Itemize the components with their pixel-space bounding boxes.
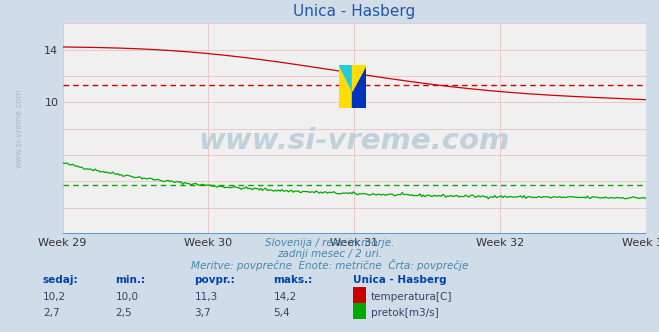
Text: www.si-vreme.com: www.si-vreme.com — [198, 127, 510, 155]
Text: Slovenija / reke in morje.: Slovenija / reke in morje. — [265, 238, 394, 248]
Text: pretok[m3/s]: pretok[m3/s] — [371, 308, 439, 318]
Text: 3,7: 3,7 — [194, 308, 211, 318]
Text: min.:: min.: — [115, 275, 146, 285]
Text: povpr.:: povpr.: — [194, 275, 235, 285]
Text: sedaj:: sedaj: — [43, 275, 78, 285]
Text: temperatura[C]: temperatura[C] — [371, 292, 453, 302]
Text: 10,2: 10,2 — [43, 292, 66, 302]
Text: 11,3: 11,3 — [194, 292, 217, 302]
Text: 2,7: 2,7 — [43, 308, 59, 318]
Bar — [353, 65, 366, 108]
Text: maks.:: maks.: — [273, 275, 313, 285]
Polygon shape — [339, 65, 353, 91]
Polygon shape — [353, 65, 366, 91]
Bar — [339, 65, 353, 108]
Text: www.si-vreme.com: www.si-vreme.com — [14, 89, 23, 168]
Text: Meritve: povprečne  Enote: metrične  Črta: povprečje: Meritve: povprečne Enote: metrične Črta:… — [191, 259, 468, 271]
Text: zadnji mesec / 2 uri.: zadnji mesec / 2 uri. — [277, 249, 382, 259]
Text: 14,2: 14,2 — [273, 292, 297, 302]
Text: 10,0: 10,0 — [115, 292, 138, 302]
Text: Unica - Hasberg: Unica - Hasberg — [353, 275, 446, 285]
Text: 5,4: 5,4 — [273, 308, 290, 318]
Title: Unica - Hasberg: Unica - Hasberg — [293, 4, 415, 19]
Text: 2,5: 2,5 — [115, 308, 132, 318]
